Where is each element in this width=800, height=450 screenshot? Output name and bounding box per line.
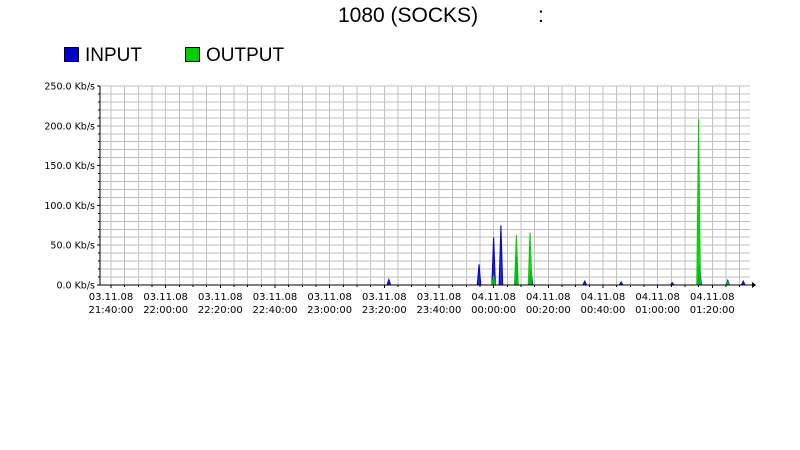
x-tick-label-time: 00:00:00	[471, 305, 516, 316]
x-tick-label-date: 03.11.08	[253, 292, 298, 303]
chart-title-suffix: :	[538, 4, 544, 27]
x-tick-label-date: 04.11.08	[526, 292, 571, 303]
x-tick-label-date: 04.11.08	[635, 292, 680, 303]
legend-item-output: OUTPUT	[185, 45, 284, 67]
x-tick-label-time: 23:40:00	[416, 305, 461, 316]
legend-swatch-output	[185, 47, 200, 62]
x-tick-label-time: 23:20:00	[362, 305, 407, 316]
x-tick-label-date: 03.11.08	[143, 292, 188, 303]
y-tick-label: 200.0 Kb/s	[44, 121, 95, 132]
y-tick-label: 0.0 Kb/s	[56, 281, 95, 292]
x-tick-label-time: 23:00:00	[307, 305, 352, 316]
x-tick-label-date: 03.11.08	[198, 292, 243, 303]
x-tick-label-time: 21:40:00	[89, 305, 134, 316]
x-tick-label-date: 03.11.08	[89, 292, 134, 303]
x-axis-arrow	[752, 282, 756, 288]
x-tick-label-date: 04.11.08	[471, 292, 516, 303]
x-tick-label-time: 01:00:00	[635, 305, 680, 316]
legend-swatch-input	[64, 47, 79, 62]
series-output-area	[111, 119, 731, 286]
x-tick-label-time: 00:20:00	[526, 305, 571, 316]
series-input-area	[111, 225, 746, 286]
x-tick-label-time: 00:40:00	[580, 305, 625, 316]
y-tick-label: 250.0 Kb/s	[44, 82, 95, 93]
chart-title: 1080 (SOCKS) :	[0, 4, 800, 30]
legend-label-output: OUTPUT	[206, 45, 285, 66]
x-tick-label-time: 22:20:00	[198, 305, 243, 316]
x-tick-label-date: 04.11.08	[690, 292, 735, 303]
x-tick-label-time: 01:20:00	[690, 305, 735, 316]
x-tick-label-date: 03.11.08	[417, 292, 462, 303]
x-tick-label-time: 22:40:00	[253, 305, 298, 316]
x-tick-label-date: 03.11.08	[307, 292, 352, 303]
legend-item-input: INPUT	[64, 45, 142, 67]
y-tick-label: 100.0 Kb/s	[44, 201, 95, 212]
legend-label-input: INPUT	[85, 45, 142, 66]
y-tick-label: 50.0 Kb/s	[50, 241, 95, 252]
y-tick-label: 150.0 Kb/s	[44, 161, 95, 172]
x-tick-label-date: 03.11.08	[362, 292, 407, 303]
x-tick-label-date: 04.11.08	[581, 292, 626, 303]
x-tick-label-time: 22:00:00	[143, 305, 188, 316]
chart-title-text: 1080 (SOCKS)	[338, 4, 479, 27]
